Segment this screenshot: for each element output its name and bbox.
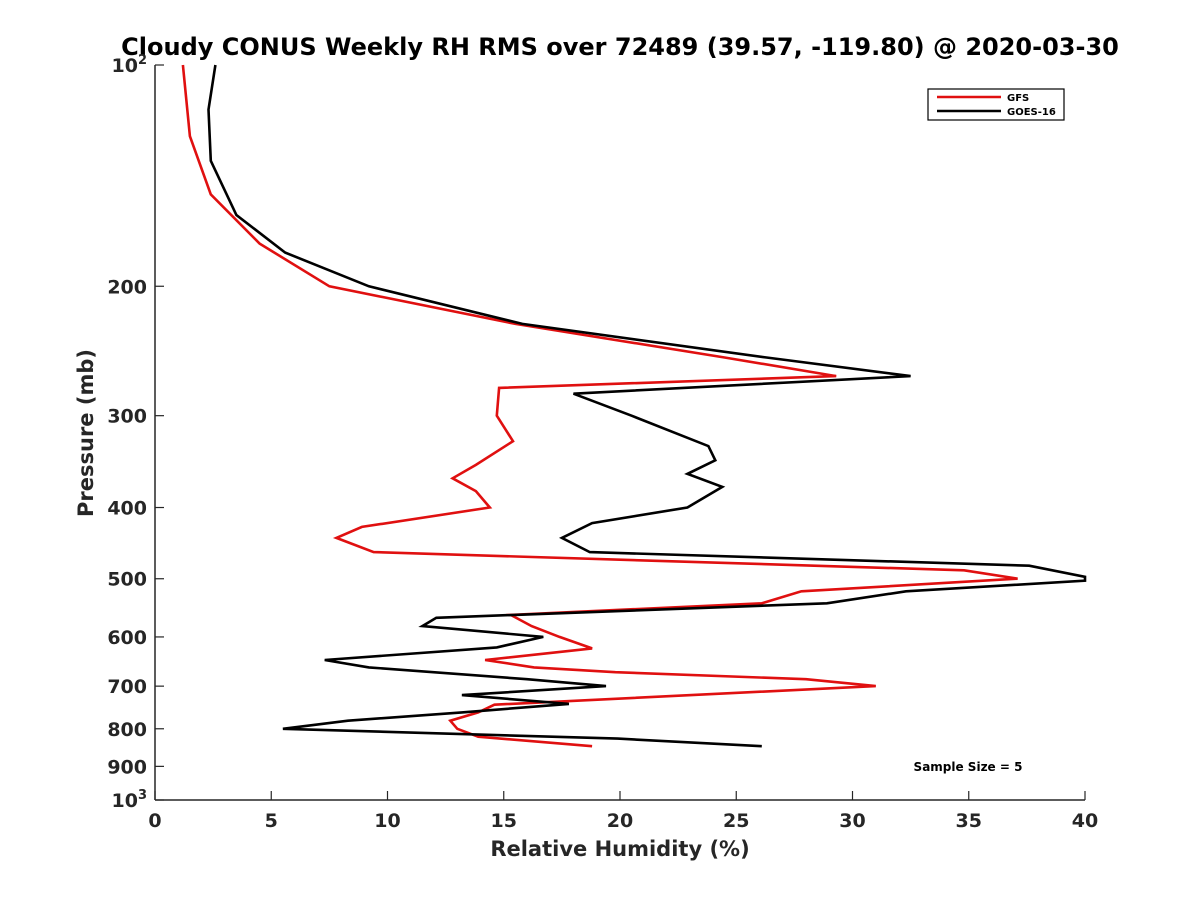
- y-tick-label: 800: [107, 719, 147, 741]
- y-tick-label: 900: [107, 756, 147, 778]
- legend: GFS GOES-16: [927, 88, 1065, 121]
- x-tick-label: 35: [956, 810, 982, 832]
- y-tick-label: 400: [107, 498, 147, 520]
- x-tick-label: 0: [148, 810, 161, 832]
- series-line-gfs: [181, 64, 1018, 748]
- x-tick-label: 5: [265, 810, 278, 832]
- y-tick-label: 600: [107, 627, 147, 649]
- chart-title: Cloudy CONUS Weekly RH RMS over 72489 (3…: [121, 33, 1119, 61]
- x-tick-label: 30: [839, 810, 865, 832]
- y-tick-label: 102: [112, 53, 148, 77]
- x-tick-label: 40: [1072, 810, 1098, 832]
- x-tick-label: 15: [491, 810, 517, 832]
- y-tick-base: 10: [112, 55, 138, 77]
- legend-label: GOES-16: [1007, 107, 1056, 118]
- series-layer: [181, 64, 1087, 748]
- x-tick-label: 10: [374, 810, 400, 832]
- x-axis-label: Relative Humidity (%): [490, 837, 749, 861]
- series-line-goes-16: [207, 64, 1087, 748]
- y-tick-label: 300: [107, 406, 147, 428]
- y-tick-exponent: 2: [138, 53, 147, 68]
- y-tick-label: 200: [107, 276, 147, 298]
- y-tick-label: 700: [107, 676, 147, 698]
- y-tick-label: 500: [107, 569, 147, 591]
- y-tick-label: 103: [112, 788, 148, 812]
- x-tick-label: 25: [723, 810, 749, 832]
- x-ticks: 0 5 10 15 20 25 30 35 40: [148, 791, 1098, 832]
- y-axis-label: Pressure (mb): [74, 349, 98, 517]
- legend-label: GFS: [1007, 93, 1029, 104]
- sample-size-annotation: Sample Size = 5: [914, 760, 1023, 774]
- legend-box: [927, 88, 1065, 121]
- y-tick-base: 10: [112, 790, 138, 812]
- x-tick-label: 20: [607, 810, 633, 832]
- y-tick-exponent: 3: [138, 788, 147, 803]
